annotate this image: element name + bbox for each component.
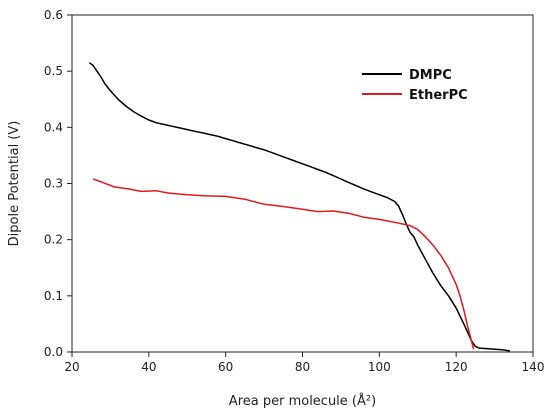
legend-label-etherpc: EtherPC bbox=[409, 88, 468, 103]
y-tick-label: 0.4 bbox=[44, 120, 63, 134]
y-tick-label: 0.6 bbox=[44, 8, 63, 22]
y-tick-label: 0.3 bbox=[44, 177, 63, 191]
y-tick-label: 0.1 bbox=[44, 289, 63, 303]
x-tick-label: 80 bbox=[295, 360, 310, 374]
legend-label-dmpc: DMPC bbox=[409, 68, 452, 83]
series-line-etherpc bbox=[92, 178, 475, 350]
x-tick-label: 120 bbox=[445, 360, 468, 374]
x-tick-label: 60 bbox=[218, 360, 233, 374]
x-tick-label: 40 bbox=[141, 360, 156, 374]
x-tick-label: 20 bbox=[64, 360, 79, 374]
y-axis-label: Dipole Potential (V) bbox=[7, 121, 22, 247]
y-tick-label: 0.2 bbox=[44, 233, 63, 247]
y-tick-label: 0.0 bbox=[44, 345, 63, 359]
x-tick-label: 140 bbox=[522, 360, 545, 374]
x-axis-label: Area per molecule (Å²) bbox=[229, 393, 376, 409]
x-tick-label: 100 bbox=[368, 360, 391, 374]
series-line-dmpc bbox=[88, 62, 511, 352]
y-tick-label: 0.5 bbox=[44, 64, 63, 78]
